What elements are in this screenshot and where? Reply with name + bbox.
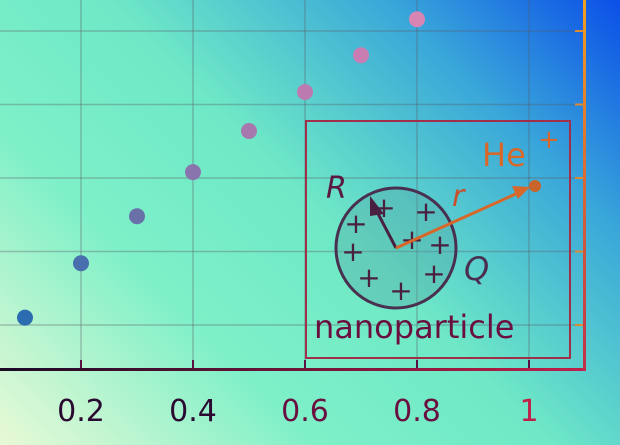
radius-label: R — [326, 171, 347, 206]
right-axis-line — [583, 0, 586, 371]
distance-label: r — [452, 179, 466, 214]
inset-diagram: +++++++++ R r Q He + nanoparticle — [305, 120, 571, 359]
data-point — [409, 11, 425, 28]
helium-ion-dot — [529, 180, 541, 192]
data-point — [73, 255, 89, 272]
plus-sign: + — [357, 261, 380, 294]
radius-arrowhead — [370, 196, 384, 216]
data-points — [17, 11, 425, 326]
plus-sign: + — [389, 274, 412, 307]
plus-sign: + — [428, 228, 451, 261]
data-point — [353, 47, 369, 64]
plus-sign: + — [341, 235, 364, 268]
x-axis-line — [0, 368, 585, 371]
data-point — [297, 84, 313, 101]
plus-sign: + — [344, 207, 367, 240]
x-tick-label: 0.2 — [57, 394, 105, 429]
ion-charge-label: + — [538, 125, 560, 155]
plus-sign: + — [414, 195, 437, 228]
data-point — [129, 208, 145, 225]
data-point — [241, 122, 257, 139]
axes: 0.2 0.4 0.6 0.8 1 — [0, 0, 586, 429]
charge-signs: +++++++++ — [341, 191, 451, 307]
distance-arrowhead — [512, 186, 530, 199]
grid — [0, 0, 584, 369]
nanoparticle-label: nanoparticle — [314, 308, 514, 346]
x-tick-label: 0.6 — [281, 394, 329, 429]
x-tick-label: 0.8 — [393, 394, 441, 429]
inset-frame — [305, 120, 571, 359]
distance-arrow — [395, 190, 521, 250]
charge-label: Q — [464, 250, 489, 288]
data-point — [185, 164, 201, 181]
x-tick-label: 1 — [519, 394, 538, 429]
ion-label: He — [482, 136, 526, 174]
x-tick-label: 0.4 — [169, 394, 217, 429]
data-point — [17, 309, 33, 326]
plus-sign: + — [422, 257, 445, 290]
